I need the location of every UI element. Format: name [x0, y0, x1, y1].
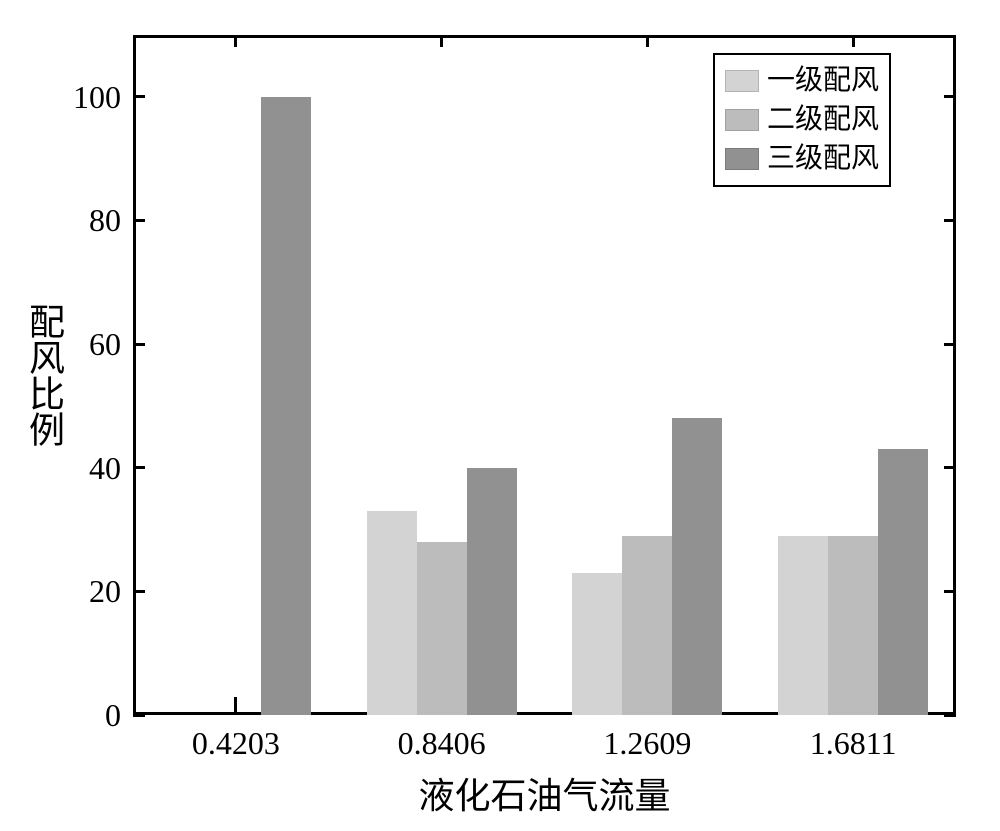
- y-tick-label: 40: [89, 450, 121, 487]
- bar: [467, 468, 517, 715]
- y-tick-label: 100: [73, 79, 121, 116]
- bar: [828, 536, 878, 715]
- bar: [778, 536, 828, 715]
- x-tick-label: 0.4203: [181, 725, 291, 762]
- y-tick-label: 20: [89, 573, 121, 610]
- y-tick-label: 80: [89, 202, 121, 239]
- x-axis-title: 液化石油气流量: [345, 767, 745, 819]
- bar: [417, 542, 467, 715]
- legend-swatch: [725, 109, 759, 131]
- y-axis-title: 配风比例: [18, 303, 70, 447]
- legend: 一级配风二级配风三级配风: [713, 53, 891, 187]
- legend-swatch: [725, 70, 759, 92]
- bar: [572, 573, 622, 715]
- legend-label: 三级配风: [767, 139, 879, 178]
- bar: [367, 511, 417, 715]
- legend-item: 二级配风: [725, 100, 879, 139]
- y-tick-label: 0: [105, 697, 121, 734]
- chart-canvas: 0 20 40 60 80 100 0.4203 0.8406 1.2609 1.6811 配风…: [0, 0, 1000, 831]
- legend-item: 一级配风: [725, 61, 879, 100]
- legend-label: 一级配风: [767, 61, 879, 100]
- bar: [878, 449, 928, 715]
- x-tick-label: 1.2609: [592, 725, 702, 762]
- bar: [261, 97, 311, 715]
- legend-label: 二级配风: [767, 100, 879, 139]
- y-tick-label: 60: [89, 326, 121, 363]
- legend-swatch: [725, 148, 759, 170]
- bar: [622, 536, 672, 715]
- x-tick-label: 1.6811: [798, 725, 908, 762]
- bar: [672, 418, 722, 715]
- x-tick-label: 0.8406: [387, 725, 497, 762]
- legend-item: 三级配风: [725, 139, 879, 178]
